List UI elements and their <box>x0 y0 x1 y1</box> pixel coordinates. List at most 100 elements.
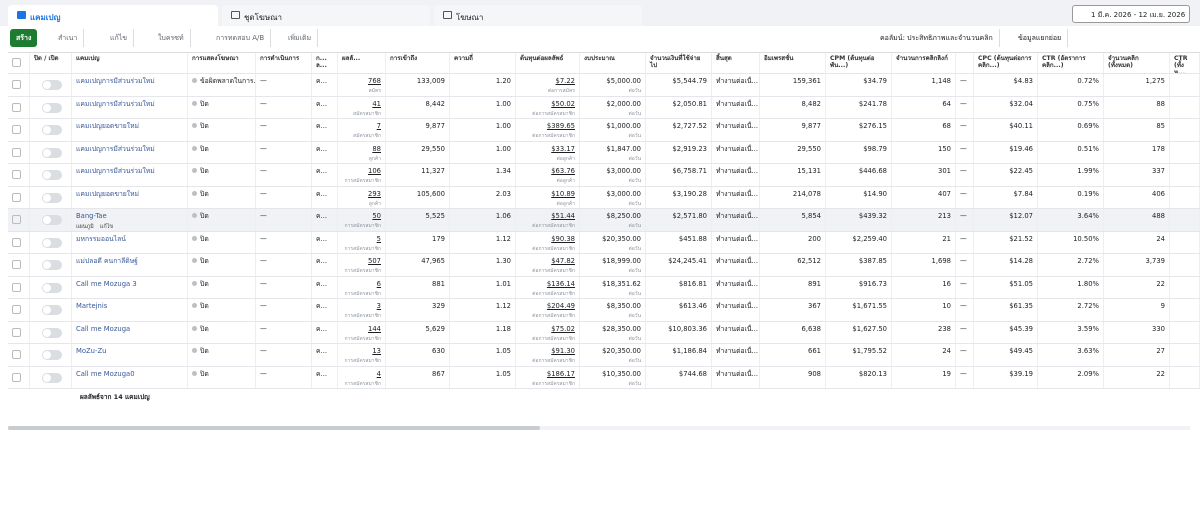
table-cell: Call me Mozuga <box>72 321 188 343</box>
table-cell: 64 <box>892 96 956 118</box>
name[interactable]: Martejnis <box>76 302 108 310</box>
checkbox[interactable] <box>12 125 21 134</box>
toggle[interactable] <box>42 237 62 248</box>
duplicate-button[interactable]: สำเนา <box>52 29 85 47</box>
amount-spent: $2,571.80 <box>672 212 707 220</box>
checkbox[interactable] <box>12 58 21 67</box>
table-cell: 105,600 <box>386 186 450 208</box>
table-cell: $14.90 <box>826 186 892 208</box>
name[interactable]: แคมเปญการมีส่วนร่วมใหม่ <box>76 77 155 85</box>
row-action[interactable]: แผนภูมิ <box>76 224 94 230</box>
table-cell <box>8 344 30 366</box>
link-dash: — <box>960 99 967 108</box>
table-cell <box>1170 186 1200 208</box>
cost-per-result: $63.76 <box>551 167 575 175</box>
table-cell: 13 การสมัครสมาชิก <box>338 344 386 366</box>
checkbox[interactable] <box>12 147 21 157</box>
table-cell: $19.46 <box>974 141 1038 163</box>
checkbox[interactable] <box>12 102 21 112</box>
table-cell: 3.59% <box>1038 321 1104 343</box>
toggle[interactable] <box>42 147 62 158</box>
tab[interactable]: ชุดโฆษณา <box>222 5 430 26</box>
budget: $8,250.00 <box>606 212 641 220</box>
tab[interactable]: แคมเปญ <box>8 5 218 26</box>
checkbox[interactable] <box>12 192 21 202</box>
create-button[interactable]: สร้าง <box>10 29 38 47</box>
toggle[interactable] <box>42 125 62 135</box>
more-button[interactable]: เพิ่มเติม <box>282 29 319 47</box>
name[interactable]: Call me Mozuga 3 <box>76 279 137 288</box>
table-cell: 0.72% <box>1038 74 1104 96</box>
name[interactable]: แคมเปญการมีส่วนร่วมใหม่ <box>76 167 155 175</box>
name[interactable]: แคมเปญยอดขายใหม่ <box>76 189 140 198</box>
table-cell: — <box>956 231 974 253</box>
name[interactable]: แคมเปญการมีส่วนร่วมใหม่ <box>76 144 155 153</box>
campaign-row: Bang-Tae แผนภูมิ แก้ไข ปิด — ค... 50 การสมัครสม… <box>8 209 1200 232</box>
name[interactable]: Bang-Tae <box>76 212 107 220</box>
table-cell: Martejnis <box>72 299 188 321</box>
column-label: จำนวนการคลิกลิงก์ <box>896 55 948 62</box>
frequency: 1.00 <box>495 144 511 153</box>
toggle[interactable] <box>42 215 62 225</box>
name[interactable]: มหกรรมออนไลน์ <box>76 234 126 243</box>
checkbox[interactable] <box>12 260 21 269</box>
date-picker[interactable]: 1 มี.ค. 2026 - 12 เม.ย. 2026 <box>1072 5 1190 23</box>
column-label: การแสดงโฆษณา <box>192 55 239 62</box>
table-cell: 1.80% <box>1038 276 1104 298</box>
breakdown-button[interactable]: ข้อมูลแยกย่อย <box>1012 29 1069 47</box>
budget-sub: ต่อวัน <box>628 178 641 184</box>
table-cell: 68 <box>892 119 956 141</box>
link-clicks: 150 <box>938 144 951 153</box>
name[interactable]: แคมเปญยอดขายใหม่ <box>76 122 140 130</box>
name[interactable]: MoZu-Zu <box>76 347 107 355</box>
checkbox[interactable] <box>12 80 21 89</box>
cpc: $61.35 <box>1009 302 1033 310</box>
checkbox[interactable] <box>12 215 21 224</box>
edit-button[interactable]: แก้ไข <box>104 29 135 47</box>
checkbox[interactable] <box>12 170 21 179</box>
name[interactable]: แม่ปลอดี คนกาลีดิษฐ์ <box>76 257 138 265</box>
table-cell: $820.13 <box>826 366 892 388</box>
table-cell: 6,638 <box>760 321 826 343</box>
ctr: 0.72% <box>1077 77 1099 85</box>
toggle[interactable] <box>42 282 62 293</box>
table-cell: 9,877 <box>760 119 826 141</box>
name[interactable]: แคมเปญการมีส่วนร่วมใหม่ <box>76 99 155 108</box>
table-cell <box>1170 119 1200 141</box>
columns-button[interactable]: คอลัมน์: ประสิทธิภาพและจำนวนคลิก <box>874 29 1000 47</box>
ends: ทำงานต่อเนื่... <box>716 144 759 153</box>
table-cell: $51.05 <box>974 276 1038 298</box>
actions: — <box>260 369 267 378</box>
toggle[interactable] <box>42 192 62 203</box>
tab[interactable]: โฆษณา <box>434 5 642 26</box>
attribution: ค... <box>316 212 328 220</box>
toggle[interactable] <box>42 170 62 180</box>
name[interactable]: Call me Mozuga <box>76 324 131 333</box>
ends: ทำงานต่อเนื่... <box>716 302 759 310</box>
toggle[interactable] <box>42 80 62 90</box>
review-button[interactable]: ใบครซท์ <box>152 29 191 47</box>
checkbox[interactable] <box>12 305 21 314</box>
table-cell <box>8 321 30 343</box>
toggle[interactable] <box>42 102 62 113</box>
header-cell: ความถี่ <box>450 53 516 73</box>
name[interactable]: Call me Mozuga0 <box>76 369 135 378</box>
ab-test-button[interactable]: การทดสอบ A/B <box>210 29 272 47</box>
toggle[interactable] <box>42 305 62 315</box>
table-cell: $204.49 ต่อการสมัครสมาชิก <box>516 299 580 321</box>
toggle[interactable] <box>42 350 62 360</box>
checkbox[interactable] <box>12 282 21 292</box>
scroll-thumb[interactable] <box>8 426 540 430</box>
checkbox[interactable] <box>12 350 21 359</box>
toggle[interactable] <box>42 372 62 383</box>
table-cell: 301 <box>892 164 956 186</box>
row-action[interactable]: แก้ไข <box>99 224 114 230</box>
checkbox[interactable] <box>12 327 21 337</box>
toggle[interactable] <box>42 260 62 270</box>
checkbox[interactable] <box>12 372 21 382</box>
toggle[interactable] <box>42 327 62 338</box>
budget-sub: ต่อวัน <box>628 133 641 139</box>
impressions: 367 <box>808 302 821 310</box>
table-cell: $4.83 <box>974 74 1038 96</box>
checkbox[interactable] <box>12 237 21 247</box>
